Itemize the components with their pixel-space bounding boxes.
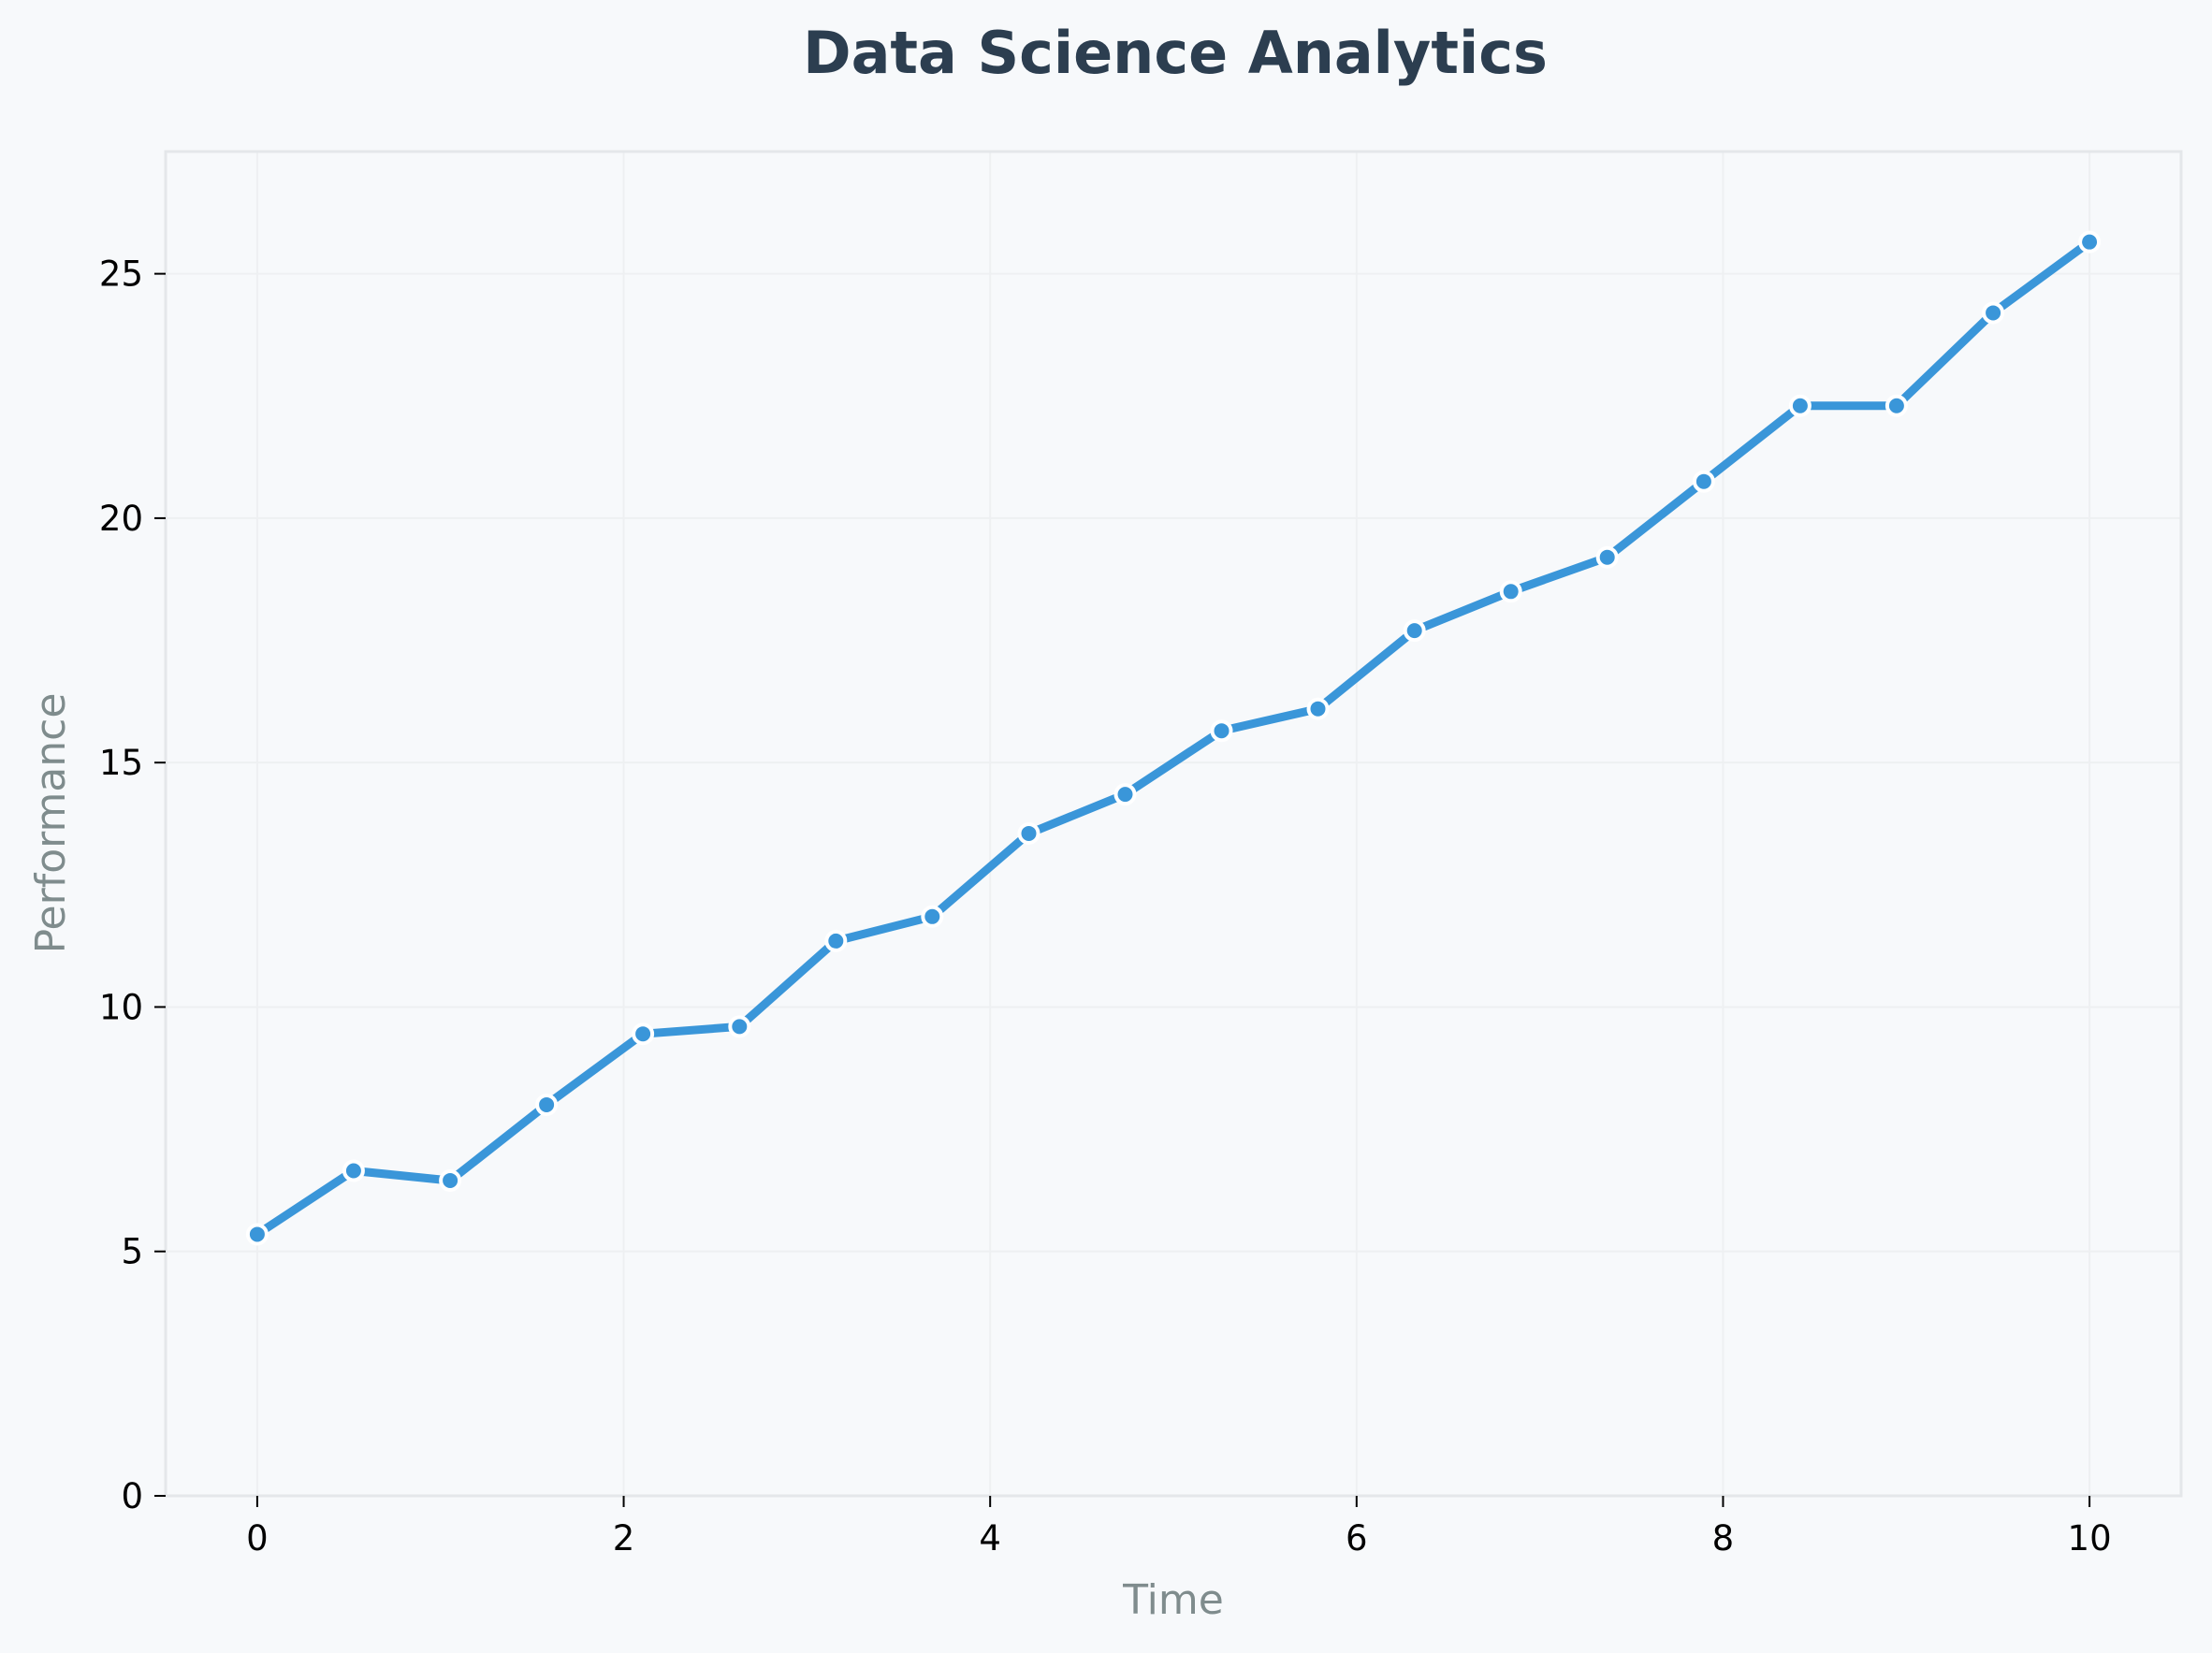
data-point	[1788, 394, 1812, 417]
data-point	[632, 1022, 655, 1046]
data-point	[824, 929, 848, 952]
data-point	[1982, 301, 2005, 325]
data-point	[245, 1223, 269, 1246]
data-point	[342, 1159, 365, 1182]
data-point	[439, 1168, 462, 1192]
data-point	[2078, 230, 2102, 254]
y-axis-label: Performance	[27, 693, 75, 954]
data-point	[921, 905, 944, 928]
data-point	[1210, 719, 1233, 743]
y-tick-label: 25	[99, 254, 143, 295]
data-point	[535, 1093, 559, 1116]
x-tick-label: 10	[2068, 1518, 2112, 1559]
x-axis-label: Time	[1122, 1576, 1224, 1624]
data-point	[1403, 619, 1426, 643]
series-line	[253, 238, 2094, 1239]
data-point	[1113, 783, 1137, 806]
data-point	[1595, 545, 1619, 569]
x-tick-label: 4	[979, 1518, 1001, 1559]
data-point	[1017, 821, 1041, 845]
data-point	[1885, 394, 1908, 417]
y-tick-label: 0	[121, 1476, 143, 1516]
series-layer	[245, 230, 2102, 1246]
y-tick-label: 20	[99, 499, 143, 539]
data-point	[728, 1015, 751, 1038]
y-tick-label: 15	[99, 743, 143, 783]
x-tick-label: 0	[246, 1518, 269, 1559]
y-tick-label: 10	[99, 987, 143, 1027]
axis-ticks: 0 2 4 6 8 10 0 5 10 15 20 25	[99, 254, 2112, 1559]
data-point	[1692, 470, 1715, 493]
x-tick-label: 6	[1346, 1518, 1368, 1559]
x-tick-label: 2	[613, 1518, 635, 1559]
data-point	[1306, 697, 1330, 720]
chart-title: Data Science Analytics	[803, 19, 1548, 87]
plot-frame	[164, 150, 2183, 1498]
y-tick-label: 5	[121, 1232, 143, 1272]
x-tick-label: 8	[1712, 1518, 1735, 1559]
data-point	[1499, 580, 1522, 603]
